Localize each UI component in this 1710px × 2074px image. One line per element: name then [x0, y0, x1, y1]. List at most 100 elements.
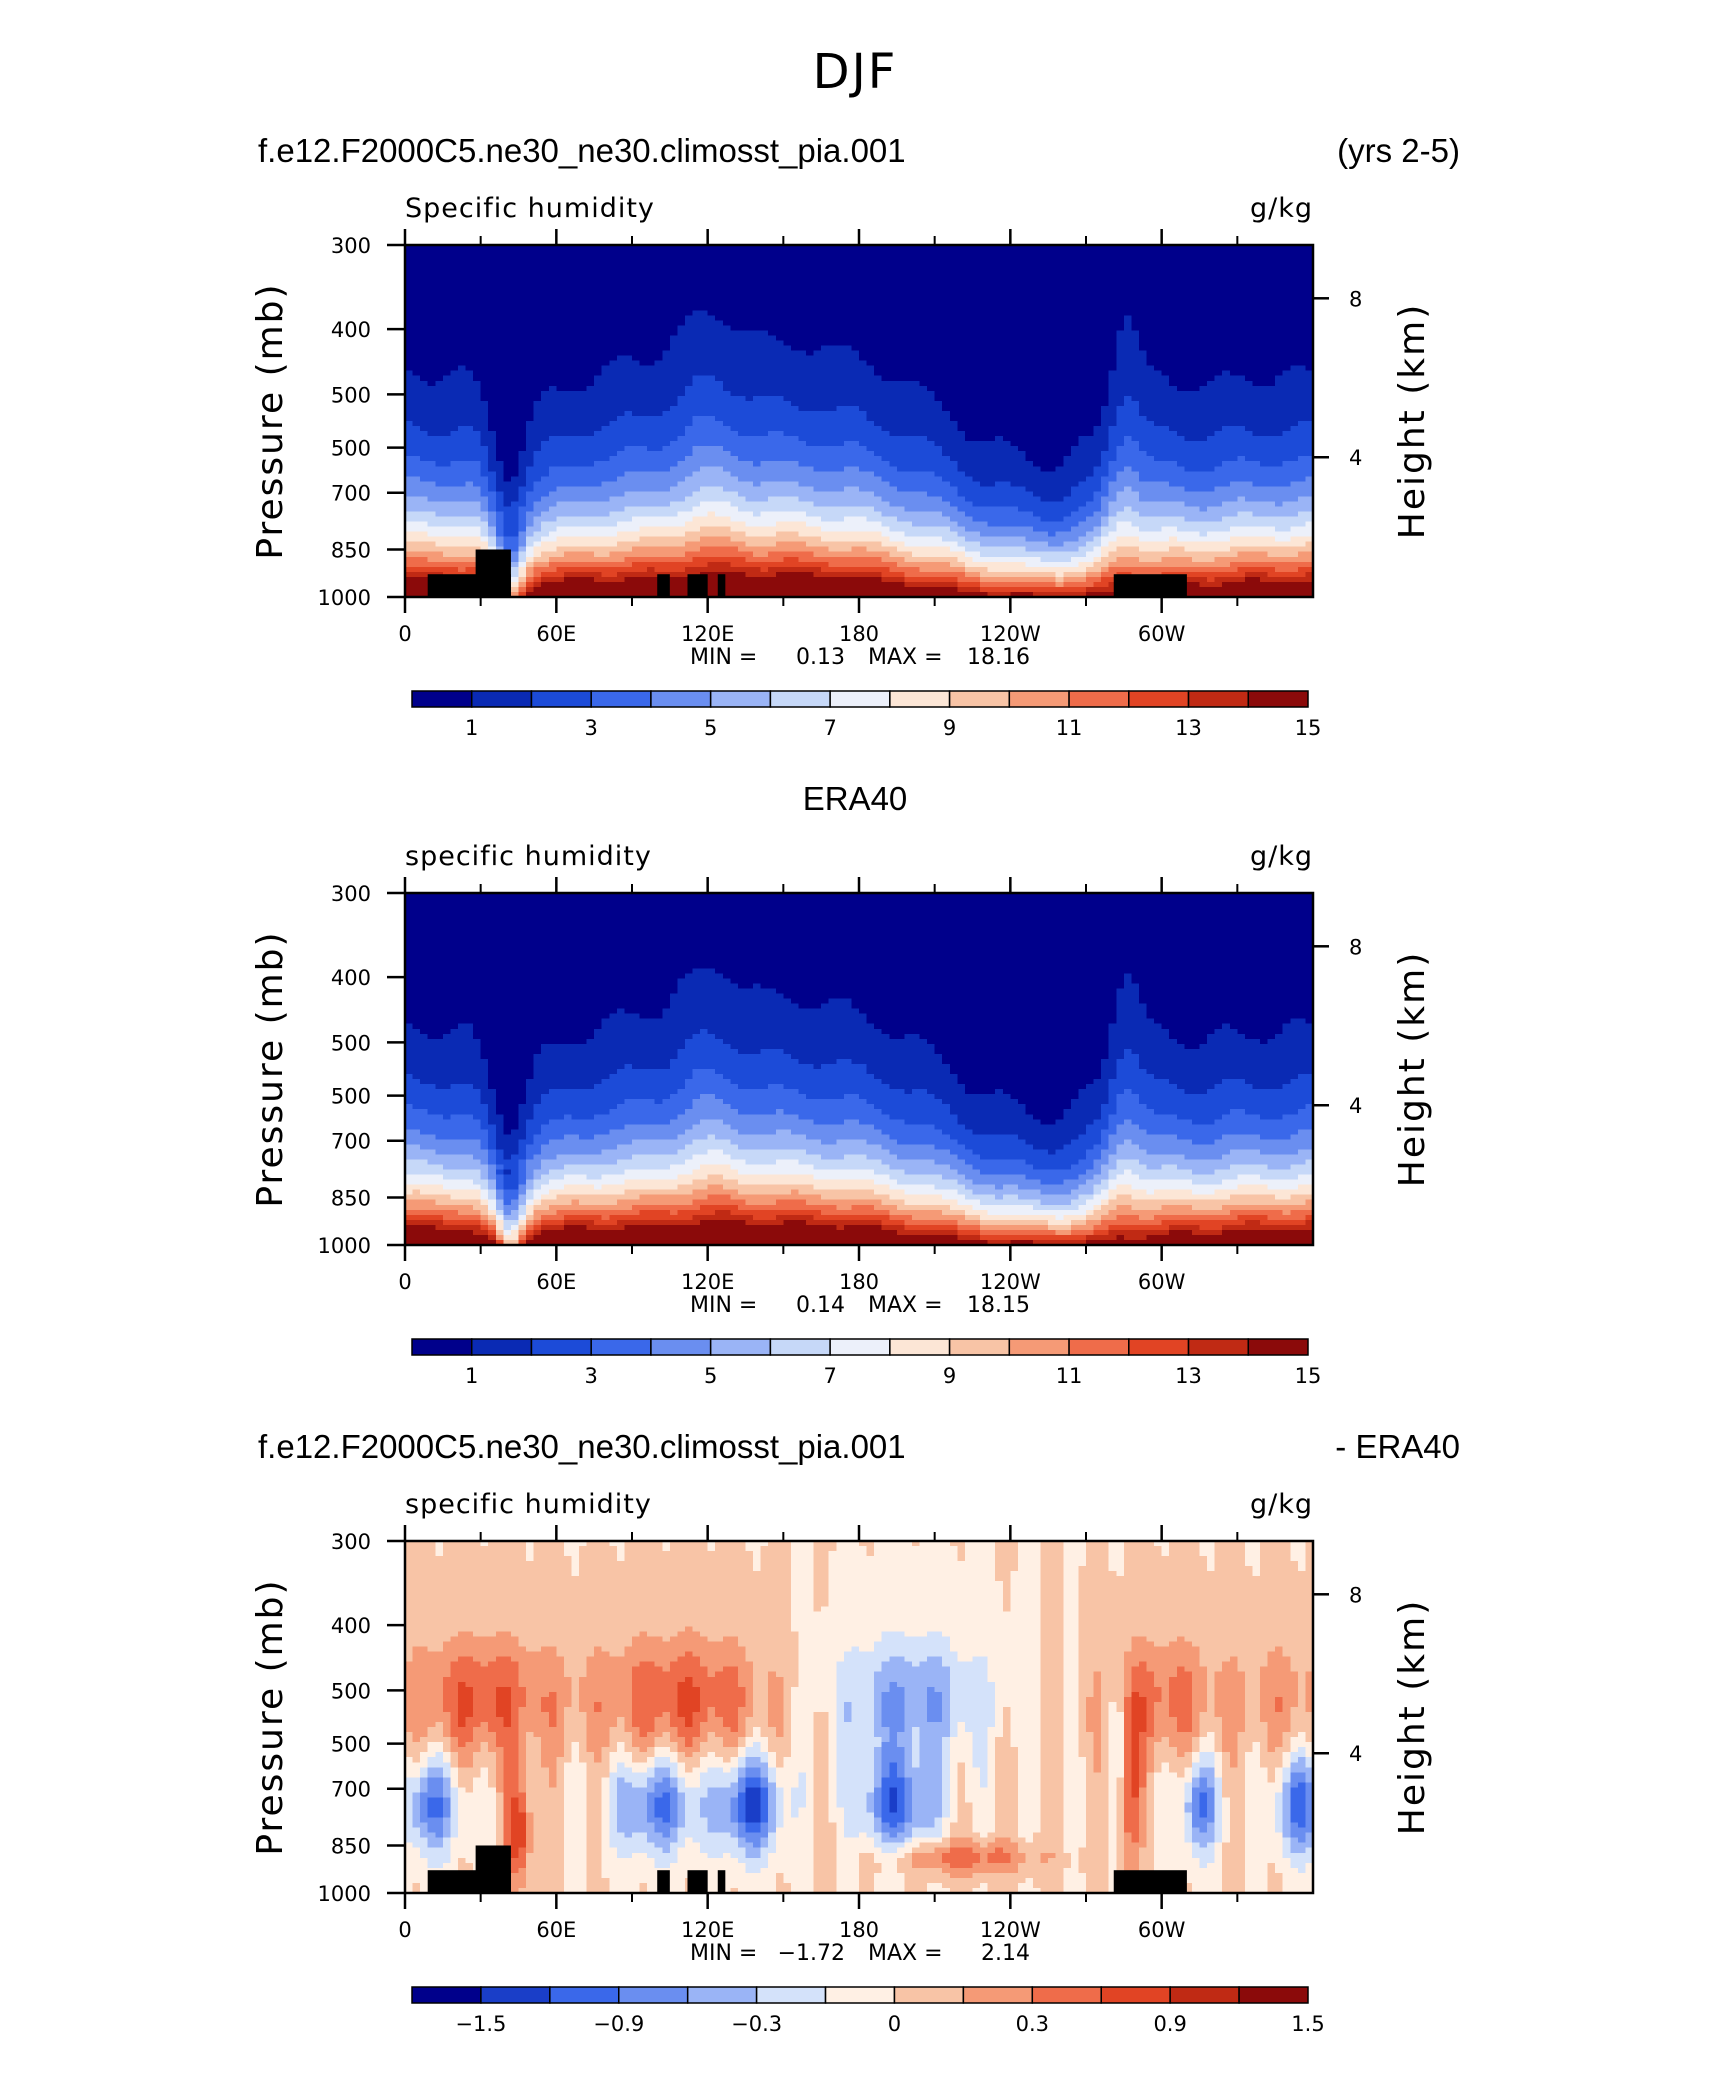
field-cell	[1063, 351, 1071, 357]
field-cell	[443, 351, 451, 357]
field-cell	[450, 285, 458, 291]
field-cell	[980, 265, 988, 271]
field-cell	[1147, 280, 1155, 286]
field-cell	[670, 391, 678, 397]
field-cell	[882, 305, 890, 311]
field-cell	[920, 260, 928, 266]
field-cell	[927, 310, 935, 316]
field-cell	[1025, 356, 1033, 362]
field-cell	[571, 250, 579, 256]
field-cell	[413, 250, 421, 256]
field-cell	[1041, 315, 1049, 321]
field-cell	[655, 371, 663, 377]
field-cell	[904, 386, 912, 392]
field-cell	[579, 371, 587, 377]
field-cell	[632, 336, 640, 342]
field-cell	[920, 336, 928, 342]
field-cell	[973, 325, 981, 331]
field-cell	[594, 376, 602, 382]
field-cell	[889, 346, 897, 352]
field-cell	[708, 330, 716, 336]
field-cell	[1139, 275, 1147, 281]
field-cell	[579, 391, 587, 397]
field-cell	[1109, 376, 1117, 382]
field-cell	[783, 386, 791, 392]
field-cell	[1215, 356, 1223, 362]
field-cell	[670, 285, 678, 291]
field-cell	[677, 285, 685, 291]
field-cell	[1252, 396, 1260, 402]
field-cell	[851, 351, 859, 357]
field-cell	[814, 341, 822, 347]
field-cell	[443, 361, 451, 367]
field-cell	[791, 275, 799, 281]
field-cell	[783, 285, 791, 291]
field-cell	[874, 396, 882, 402]
field-cell	[413, 320, 421, 326]
field-cell	[1207, 275, 1215, 281]
field-cell	[783, 250, 791, 256]
field-cell	[1230, 285, 1238, 291]
field-cell	[753, 255, 761, 261]
field-cell	[420, 325, 428, 331]
field-cell	[1275, 361, 1283, 367]
field-cell	[1260, 325, 1268, 331]
field-cell	[950, 270, 958, 276]
field-cell	[1275, 265, 1283, 271]
field-cell	[1237, 250, 1245, 256]
field-cell	[904, 320, 912, 326]
field-cell	[821, 325, 829, 331]
field-cell	[1268, 381, 1276, 387]
field-cell	[1124, 356, 1132, 362]
field-cell	[1207, 376, 1215, 382]
field-cell	[912, 250, 920, 256]
field-cell	[746, 371, 754, 377]
field-cell	[511, 376, 519, 382]
field-cell	[806, 290, 814, 296]
field-cell	[1169, 295, 1177, 301]
field-cell	[1222, 320, 1230, 326]
field-cell	[511, 255, 519, 261]
field-cell	[587, 371, 595, 377]
field-cell	[753, 401, 761, 407]
field-cell	[715, 265, 723, 271]
field-cell	[1169, 346, 1177, 352]
field-cell	[1003, 255, 1011, 261]
field-cell	[1116, 381, 1124, 387]
field-cell	[798, 330, 806, 336]
field-cell	[730, 290, 738, 296]
field-cell	[1184, 300, 1192, 306]
field-cell	[821, 366, 829, 372]
field-cell	[1207, 356, 1215, 362]
field-cell	[882, 270, 890, 276]
field-cell	[662, 325, 670, 331]
field-cell	[783, 320, 791, 326]
field-cell	[715, 325, 723, 331]
field-cell	[1139, 391, 1147, 397]
field-cell	[1063, 336, 1071, 342]
field-cell	[1230, 305, 1238, 311]
field-cell	[1222, 290, 1230, 296]
field-cell	[995, 265, 1003, 271]
field-cell	[768, 361, 776, 367]
field-cell	[662, 381, 670, 387]
field-cell	[556, 396, 564, 402]
field-cell	[1290, 280, 1298, 286]
field-cell	[829, 315, 837, 321]
field-cell	[617, 351, 625, 357]
field-cell	[488, 305, 496, 311]
field-cell	[549, 351, 557, 357]
field-cell	[1215, 315, 1223, 321]
field-cell	[640, 366, 648, 372]
field-cell	[715, 346, 723, 352]
field-cell	[753, 325, 761, 331]
field-cell	[988, 250, 996, 256]
field-cell	[1109, 366, 1117, 372]
field-cell	[579, 361, 587, 367]
field-cell	[413, 260, 421, 266]
field-cell	[836, 300, 844, 306]
field-cell	[730, 320, 738, 326]
field-cell	[556, 285, 564, 291]
field-cell	[450, 255, 458, 261]
field-cell	[1245, 250, 1253, 256]
